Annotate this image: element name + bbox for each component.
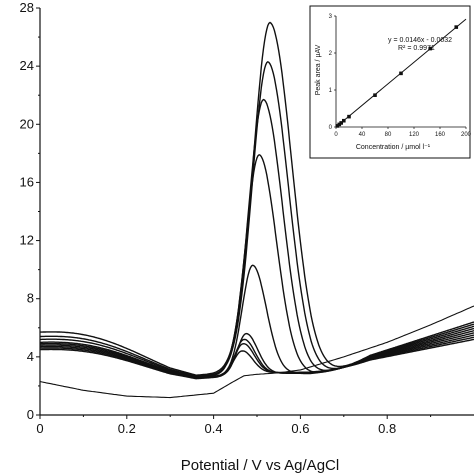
inset-data-point	[342, 118, 346, 123]
inset-x-tick-label: 0	[334, 132, 338, 138]
voltammogram-curve	[40, 153, 474, 378]
inset-y-axis-title: Peak area / µAV	[315, 44, 322, 95]
voltammogram-curve	[40, 21, 474, 376]
inset-data-point	[337, 122, 342, 127]
y-tick-label: 12	[20, 233, 34, 248]
inset-r-squared: R² = 0.9971	[398, 45, 435, 52]
y-tick-label: 24	[20, 58, 34, 73]
inset-data-point	[399, 71, 403, 76]
voltammogram-curve	[40, 334, 474, 379]
x-axis-title: Potential / V vs Ag/AgCl	[181, 457, 339, 474]
x-tick-label: 0	[36, 421, 43, 436]
inset-x-tick-label: 160	[435, 132, 446, 138]
y-tick-label: 0	[27, 407, 34, 422]
inset-x-tick-label: 200	[461, 132, 472, 138]
x-tick-label: 0.6	[291, 421, 309, 436]
inset-x-tick-label: 120	[409, 132, 420, 138]
inset-y-tick-label: 3	[329, 14, 333, 20]
voltammogram-curve	[40, 332, 474, 379]
voltammogram-curve	[40, 338, 474, 380]
baseline-curve	[39, 305, 474, 399]
inset-tick-labels: 0 1 2 3 0 40 80 120 160 200	[329, 14, 472, 138]
y-tick-label: 16	[20, 174, 34, 189]
voltammogram-curve	[40, 98, 474, 378]
x-tick-label: 0.4	[205, 421, 223, 436]
inset-x-tick-label: 40	[359, 132, 366, 138]
inset-x-tick-label: 80	[385, 132, 392, 138]
y-tick-label: 20	[20, 116, 34, 131]
inset-axes	[334, 15, 467, 129]
inset-points	[335, 25, 459, 128]
y-tick-label: 8	[27, 291, 34, 306]
x-tick-label: 0.2	[118, 421, 136, 436]
inset-data-point	[339, 121, 343, 125]
inset-data-point	[428, 46, 433, 51]
inset-data-point	[347, 114, 351, 119]
inset-data-point	[335, 124, 340, 128]
y-tick-label: 4	[27, 349, 34, 364]
inset-y-tick-label: 1	[329, 88, 333, 94]
voltammogram-curve	[40, 336, 474, 380]
inset-data-point	[454, 25, 459, 29]
inset-equation: y = 0.0146x - 0.0032	[388, 37, 452, 44]
inset-data-point	[373, 93, 377, 97]
inset-y-tick-label: 0	[329, 125, 333, 131]
voltammogram-curve	[39, 264, 474, 379]
x-tick-label: 0.8	[378, 421, 396, 436]
y-tick-label: 28	[20, 0, 34, 15]
inset-y-tick-label: 2	[329, 51, 333, 57]
inset-x-axis-title: Concentration / µmol l⁻¹	[356, 144, 431, 151]
main-curves	[39, 21, 474, 399]
